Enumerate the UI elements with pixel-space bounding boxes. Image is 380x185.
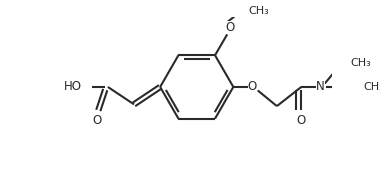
Text: HO: HO [64,80,82,93]
Text: CH₃: CH₃ [248,6,269,16]
Text: O: O [297,114,306,127]
Text: O: O [225,21,234,34]
Text: N: N [316,80,325,93]
Text: CH₃: CH₃ [363,82,380,92]
Text: CH₃: CH₃ [350,58,371,68]
Text: O: O [93,115,102,127]
Text: O: O [248,80,257,93]
